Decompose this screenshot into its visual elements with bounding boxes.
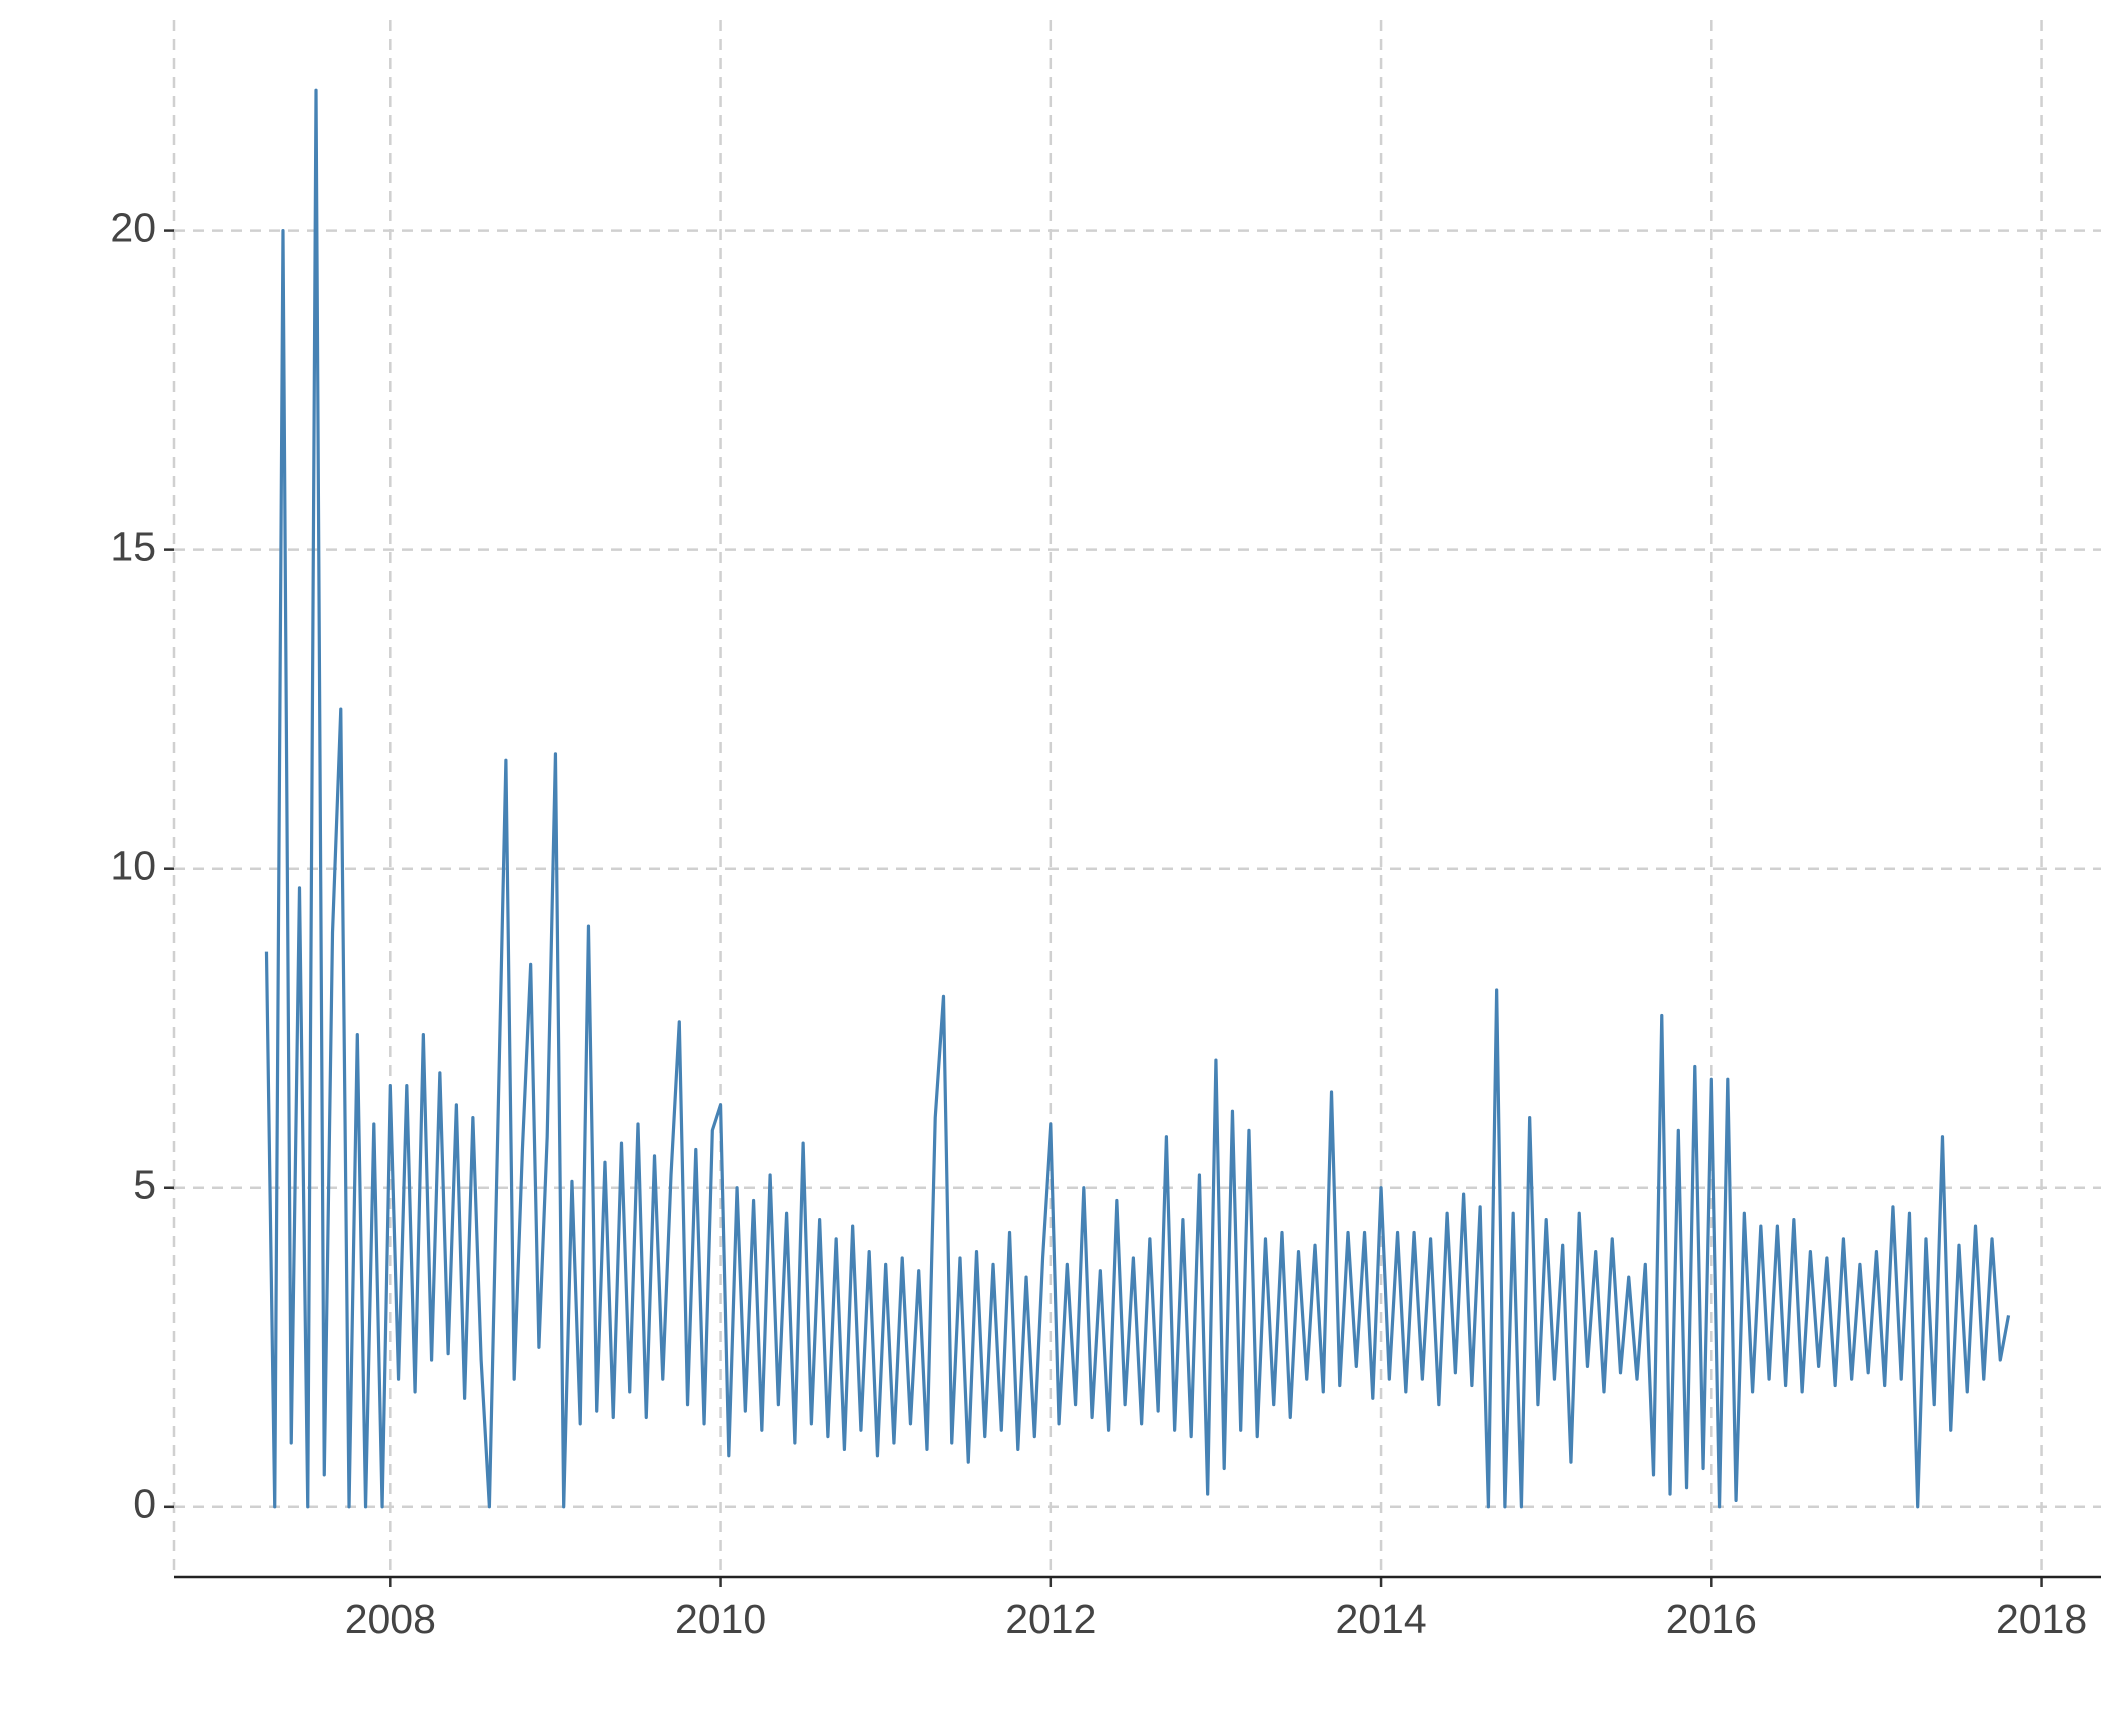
y-tick-label: 20 — [110, 204, 156, 250]
x-tick-label: 2016 — [1666, 1596, 1757, 1642]
y-tick-label: 0 — [133, 1481, 156, 1527]
x-tick-label: 2010 — [675, 1596, 766, 1642]
y-tick-label: 5 — [133, 1162, 156, 1208]
x-tick-label: 2014 — [1335, 1596, 1426, 1642]
x-tick-label: 2018 — [1996, 1596, 2087, 1642]
y-tick-label: 10 — [110, 843, 156, 889]
y-tick-label: 15 — [110, 523, 156, 569]
x-tick-label: 2012 — [1005, 1596, 1096, 1642]
data-line — [264, 88, 2011, 1509]
x-tick-label: 2008 — [345, 1596, 436, 1642]
